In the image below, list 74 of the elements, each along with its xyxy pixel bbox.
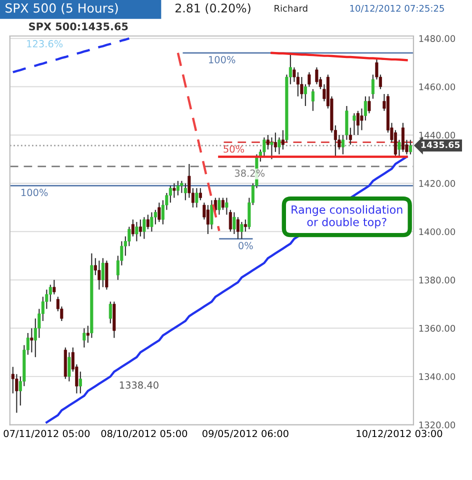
candlestick [142,216,146,240]
candlestick [352,112,356,136]
x-tick-label: 08/10/2012 05:00 [101,430,188,438]
candlestick [225,197,228,216]
candlestick [68,352,71,382]
candlestick [154,209,157,225]
candlestick [221,197,224,210]
candlestick [172,182,176,198]
annotation: 0% [238,242,253,250]
candlestick [401,122,404,152]
y-tick-label: 1320.00 [419,422,456,428]
candlestick [296,72,300,97]
y-tick-label: 1380.00 [419,276,456,284]
candlestick [308,72,311,88]
text: 10/12/2012 07:25:25 [350,4,444,12]
candlestick [210,200,214,230]
candlestick [398,139,401,158]
y-tick-label: 1480.00 [419,35,456,42]
candlestick [244,218,247,232]
x-tick-label: 09/05/2012 06:00 [202,430,288,438]
candlestick [82,328,86,348]
candlestick [315,66,318,85]
candlestick [198,188,202,201]
candlestick [184,182,187,201]
annotation: 100% [209,56,236,64]
candlestick [108,301,112,324]
candlestick [236,216,240,240]
candlestick [135,221,138,242]
y-tick-label: 1340.00 [419,373,456,380]
candlestick [228,209,232,232]
candlestick [138,218,142,237]
candlestick [98,260,101,290]
line-series [12,37,130,74]
candlestick [356,110,360,136]
candlestick [311,88,314,112]
annotation: 1338.40 [120,381,158,389]
candlestick [78,371,82,394]
y-tick-label: 1440.00 [419,132,456,139]
candlestick [158,202,161,223]
y-tick-label: 1360.00 [419,324,456,332]
candlestick [195,188,198,208]
candlestick [30,328,34,353]
x-tick-label: 07/11/2012 05:00 [4,430,90,438]
candlestick [368,96,371,114]
candlestick [408,139,412,155]
candlestick [218,197,221,216]
y-tick-label: 1400.00 [419,228,456,236]
y-tick-label: 1420.00 [419,180,456,187]
candlestick [304,84,307,107]
candlestick [206,204,210,235]
annotation: Range consolidation or double top? [292,205,402,228]
text: 2.81 (0.20%) [176,3,250,14]
text: Richard [274,4,308,12]
candlestick [262,136,266,158]
candlestick [101,258,104,288]
candlestick [270,136,274,160]
candlestick [168,185,172,204]
candlestick [150,212,154,232]
line-series [270,52,408,62]
annotation: 123.6% [27,40,63,48]
x-tick-label: 10/12/2012 03:00 [356,430,442,438]
candlestick [52,279,56,295]
annotation: 100% [21,188,48,196]
annotation: 38.2% [234,169,265,177]
annotation: 50% [224,145,244,153]
y-tick-label: 1460.00 [419,83,456,90]
candlestick [48,284,52,302]
candlestick [176,180,180,196]
chart-title: SPX 500 (5 Hours) [6,3,118,14]
candlestick [232,212,236,235]
candlestick [146,214,150,230]
ref-line-label: 1435.65 [421,141,460,148]
chart-subtitle: SPX 500:1435.65 [29,22,128,30]
candlestick [240,221,244,240]
